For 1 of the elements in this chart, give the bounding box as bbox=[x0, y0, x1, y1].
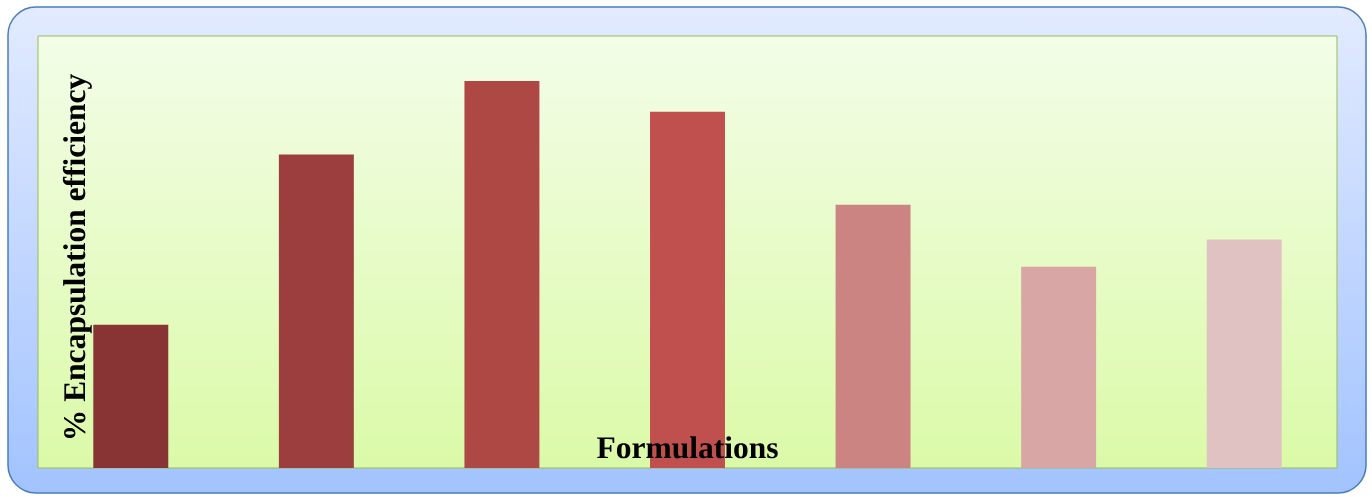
y-axis-title: % Encapsulation efficiency bbox=[62, 74, 92, 439]
